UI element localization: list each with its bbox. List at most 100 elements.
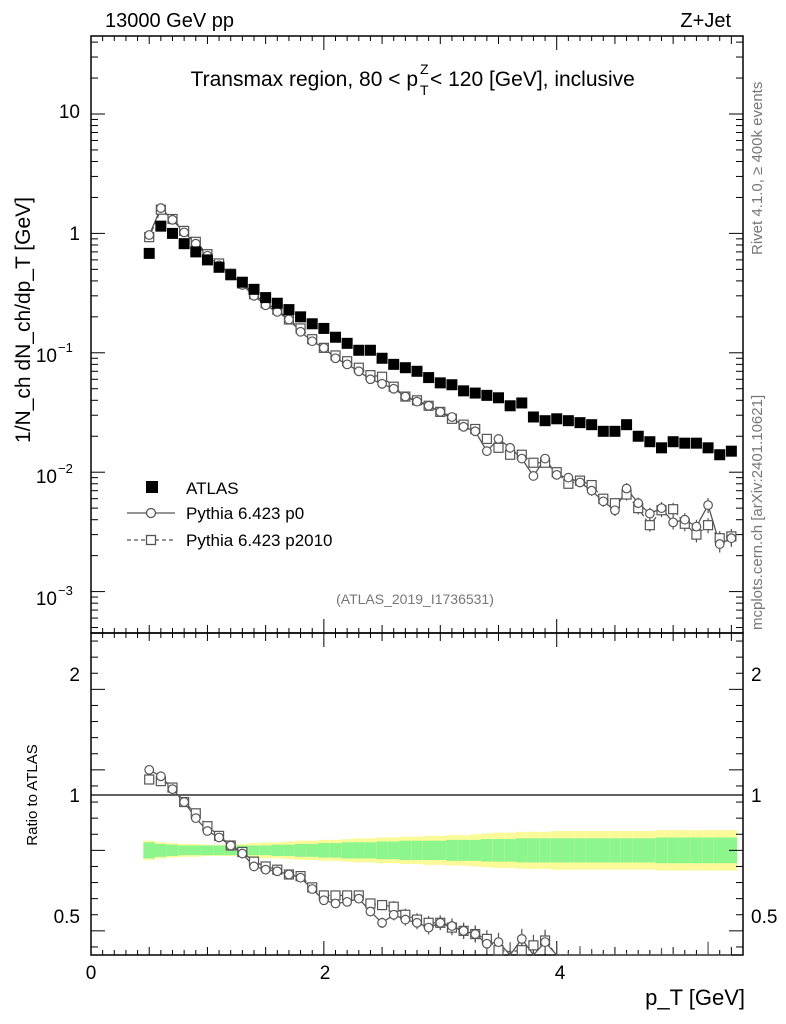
- atlas-point: [423, 372, 435, 384]
- p0-point: [423, 400, 434, 411]
- p2010-ratio-point: [144, 774, 155, 785]
- atlas-point: [225, 269, 237, 281]
- atlas-point: [504, 400, 516, 412]
- atlas-point: [283, 304, 295, 316]
- p2010-point: [493, 442, 504, 453]
- process-label: Z+Jet: [680, 10, 731, 32]
- band-inner-bin: [609, 838, 621, 863]
- title-sub: T: [420, 82, 429, 98]
- band-inner-bin: [597, 838, 610, 863]
- band-inner-bin: [329, 843, 342, 858]
- ratio-panel-marks: [144, 764, 732, 957]
- band-inner-bin: [143, 842, 156, 859]
- x-tick-2: 2: [320, 963, 331, 984]
- p0-ratio-point: [342, 896, 353, 907]
- atlas-point: [656, 442, 667, 454]
- ratio-y-tick-05-right: 0.5: [751, 907, 777, 928]
- band-inner-bin: [294, 843, 307, 857]
- atlas-point: [213, 261, 225, 273]
- p0-point: [598, 496, 609, 507]
- atlas-point: [679, 437, 691, 449]
- ratio-y-axis-label: Ratio to ATLAS: [24, 744, 41, 845]
- p0-ratio-point: [400, 914, 411, 925]
- band-inner-bin: [271, 844, 284, 856]
- p0-point: [481, 446, 492, 457]
- band-inner-bin: [632, 838, 645, 863]
- p0-ratio-point: [284, 869, 294, 880]
- title-part-b: < 120 [GeV], inclusive: [430, 68, 635, 91]
- band-inner-bin: [352, 842, 365, 859]
- p0-point: [330, 353, 341, 364]
- atlas-point: [493, 392, 504, 404]
- band-inner-bin: [259, 845, 272, 856]
- atlas-point: [143, 247, 155, 259]
- p0-ratio-point: [237, 848, 248, 859]
- atlas-point: [190, 246, 202, 258]
- svg-text:10: 10: [36, 589, 57, 610]
- band-inner-bin: [387, 841, 400, 860]
- p2010-ratio-point: [528, 940, 539, 951]
- band-inner-bin: [713, 837, 726, 864]
- rivet-label: Rivet 4.1.0, ≥ 400k events: [749, 82, 766, 255]
- legend-p0-marker: [145, 507, 157, 519]
- atlas-point: [388, 358, 400, 370]
- band-inner-bin: [620, 838, 633, 863]
- p0-point: [516, 453, 527, 464]
- p0-ratio-point: [155, 771, 166, 782]
- p0-ratio-point: [447, 921, 457, 931]
- atlas-point: [376, 352, 388, 364]
- p0-point: [377, 378, 387, 389]
- energy-label: 13000 GeV pp: [105, 10, 234, 32]
- p2010-point: [668, 504, 679, 515]
- p0-point: [284, 314, 294, 325]
- ratio-y-tick-2-left: 2: [69, 665, 80, 686]
- p0-point: [388, 383, 399, 394]
- p0-point: [318, 342, 329, 353]
- band-inner-bin: [574, 838, 586, 863]
- atlas-point: [353, 344, 365, 356]
- p0-ratio-point: [353, 893, 364, 904]
- p0-point: [540, 453, 550, 464]
- p0-point: [144, 230, 155, 240]
- p0-point: [551, 469, 562, 480]
- legend-p2010-marker: [145, 534, 157, 546]
- p0-point: [342, 359, 353, 370]
- band-inner-bin: [399, 840, 412, 861]
- p0-point: [714, 539, 725, 549]
- band-inner-bin: [655, 837, 668, 864]
- p0-ratio-point: [330, 898, 341, 909]
- p0-point: [668, 517, 679, 528]
- atlas-point: [539, 415, 551, 427]
- atlas-point: [609, 425, 621, 437]
- title-sup: Z: [420, 61, 429, 77]
- main-y-axis-label: 1/N_ch dN_ch/dp_T [GeV]: [12, 197, 35, 443]
- p2010-point: [644, 520, 655, 531]
- atlas-point: [667, 436, 679, 448]
- band-inner-bin: [678, 837, 691, 864]
- p0-point: [295, 326, 306, 337]
- band-inner-bin: [155, 843, 167, 857]
- p2010-ratio-point: [376, 899, 388, 911]
- main-y-tick-0.001: 10 −3: [36, 583, 73, 610]
- atlas-point: [155, 220, 167, 232]
- band-inner-bin: [283, 844, 295, 856]
- atlas-point: [201, 254, 213, 266]
- band-inner-bin: [550, 838, 563, 863]
- main-y-tick-0.01: 10 −2: [36, 461, 73, 488]
- legend: ATLAS Pythia 6.423 p0 Pythia 6.423 p2010: [127, 479, 333, 550]
- p0-point: [155, 203, 166, 213]
- legend-p0-label: Pythia 6.423 p0: [186, 504, 304, 523]
- p0-point: [447, 412, 457, 422]
- p0-ratio-point: [516, 934, 527, 944]
- ratio-y-tick-labels: 2 1 0.5 2 1 0.5: [54, 665, 778, 928]
- atlas-point: [632, 430, 644, 442]
- p0-point: [586, 485, 597, 496]
- title-part-a: Transmax region, 80 < p: [191, 68, 418, 91]
- p0-ratio-point: [481, 938, 492, 949]
- p2010-point: [481, 433, 492, 445]
- ratio-y-tick-1-left: 1: [69, 786, 80, 807]
- p0-ratio-point: [190, 813, 201, 824]
- atlas-point: [236, 276, 248, 288]
- band-inner-bin: [364, 842, 377, 859]
- p0-ratio-point: [318, 895, 329, 906]
